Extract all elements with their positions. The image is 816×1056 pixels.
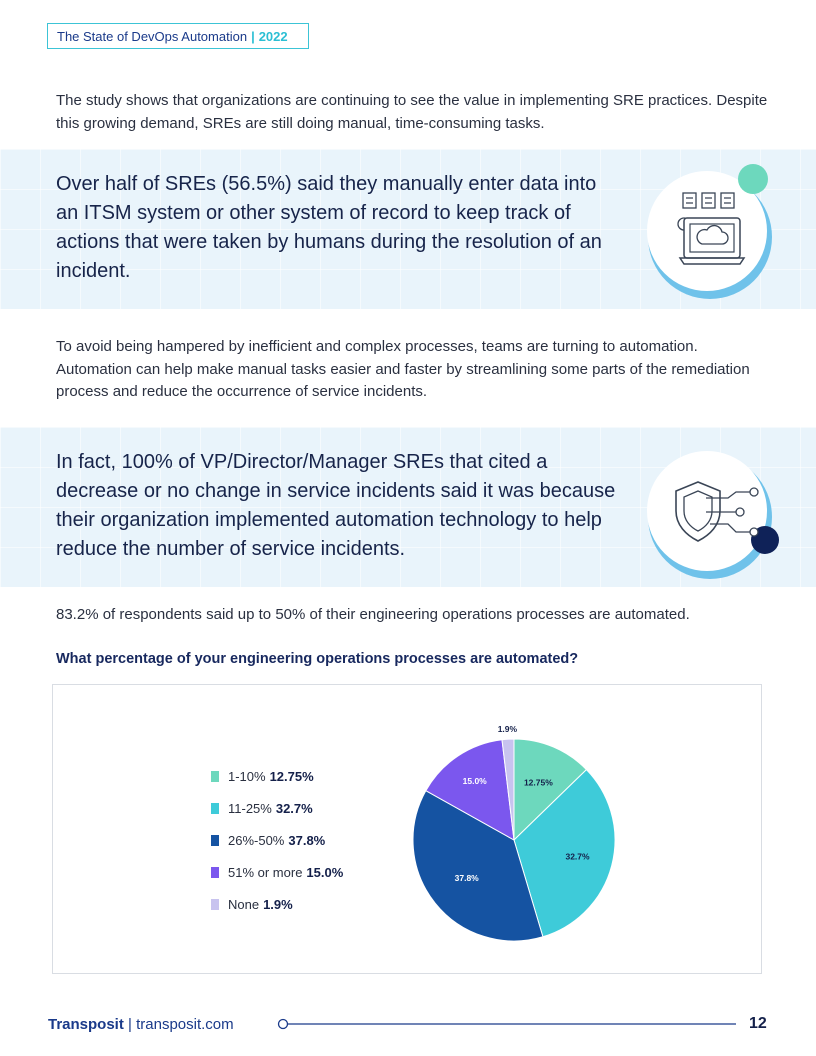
stat-line: 83.2% of respondents said up to 50% of t… xyxy=(56,606,690,623)
legend-value: 32.7% xyxy=(275,800,313,816)
footer-url: transposit.com xyxy=(136,1016,234,1033)
callout-1-text: Over half of SREs (56.5%) said they manu… xyxy=(56,173,602,282)
legend-swatch xyxy=(211,898,219,910)
pie-data-label: 32.7% xyxy=(565,852,590,862)
page-number: 12 xyxy=(749,1015,767,1032)
legend-item: None 1.9% xyxy=(211,888,343,920)
report-title: The State of DevOps Automation xyxy=(57,28,248,44)
pie-slice xyxy=(513,738,588,842)
pie-slice xyxy=(513,768,616,938)
legend-label: 26%-50% xyxy=(228,832,285,848)
pie-data-label: 15.0% xyxy=(463,776,488,786)
chart-title: What percentage of your engineering oper… xyxy=(56,651,579,667)
pie-slice xyxy=(501,738,515,841)
legend-label: 1-10% xyxy=(228,768,266,784)
footer-brand: Transposit xyxy=(48,1016,124,1033)
legend-value: 12.75% xyxy=(269,768,314,784)
middle-paragraph: To avoid being hampered by inefficient a… xyxy=(56,338,750,400)
pie-chart: 12.75% 32.7% 37.8% 15.0% 1.9% xyxy=(412,724,616,942)
pie-data-label: 12.75% xyxy=(524,777,553,787)
legend-swatch xyxy=(211,866,219,878)
report-year: 2022 xyxy=(258,28,288,44)
intro-paragraph: The study shows that organizations are c… xyxy=(56,92,768,132)
legend-swatch xyxy=(211,834,219,846)
pie-slice xyxy=(412,789,544,942)
legend-label: None xyxy=(228,896,260,912)
pie-data-label: 1.9% xyxy=(498,724,518,734)
legend-item: 26%-50% 37.8% xyxy=(211,824,343,856)
legend-value: 1.9% xyxy=(263,896,293,912)
chart-legend: 1-10% 12.75% 11-25% 32.7% 26%-50% 37.8% 51% or… xyxy=(211,760,343,920)
footer-rule xyxy=(277,1018,736,1030)
chart-container: 1-10% 12.75% 11-25% 32.7% 26%-50% 37.8% 51% or… xyxy=(52,684,762,974)
legend-label: 11-25% xyxy=(228,800,272,816)
pie-slice xyxy=(425,739,515,841)
legend-label: 51% or more xyxy=(228,864,303,880)
header-tag: The State of DevOps Automation | 2022 xyxy=(47,23,309,49)
footer-separator: | xyxy=(128,1016,132,1033)
legend-swatch xyxy=(211,770,219,782)
pie-data-label: 37.8% xyxy=(455,873,480,883)
report-year-separator: | xyxy=(251,28,255,44)
laptop-cloud-icon xyxy=(640,160,790,310)
legend-value: 37.8% xyxy=(288,832,326,848)
legend-item: 51% or more 15.0% xyxy=(211,856,343,888)
legend-swatch xyxy=(211,802,219,814)
legend-value: 15.0% xyxy=(306,864,344,880)
footer: Transposit | transposit.com xyxy=(48,1016,234,1033)
shield-circuit-icon xyxy=(640,440,790,590)
legend-item: 1-10% 12.75% xyxy=(211,760,343,792)
legend-item: 11-25% 32.7% xyxy=(211,792,343,824)
callout-2-text: In fact, 100% of VP/Director/Manager SRE… xyxy=(56,451,616,560)
